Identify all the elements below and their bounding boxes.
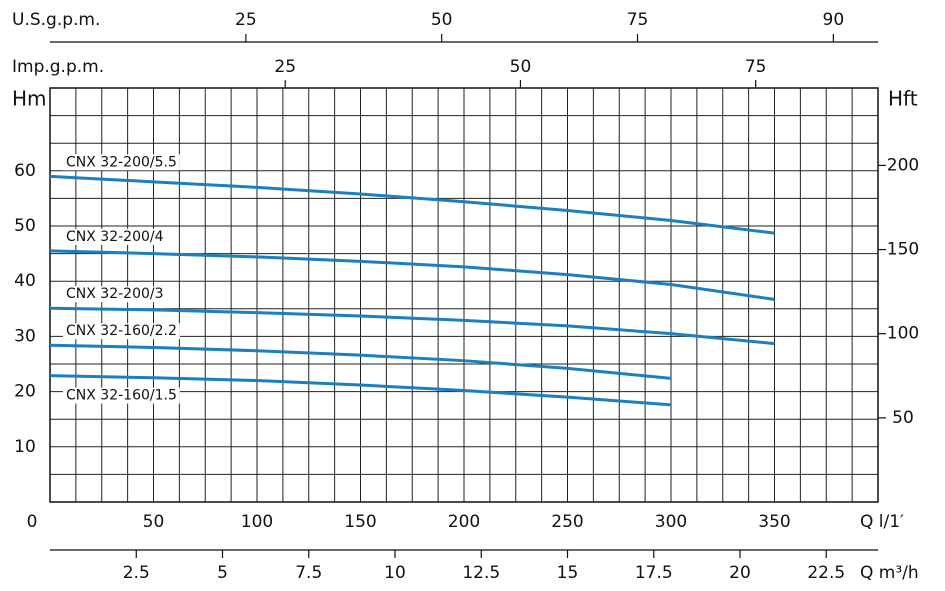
x-tick-label: 0	[27, 512, 38, 532]
series-label-bg	[63, 228, 167, 245]
series-label-bg	[63, 323, 180, 340]
series-label-bg	[63, 286, 167, 303]
x2-axis-label: Q m³/h	[860, 563, 919, 583]
bottom-tick-label: 17.5	[635, 563, 673, 583]
x-tick-label: 150	[344, 512, 376, 532]
y-tick-label: 50	[14, 216, 36, 236]
y-tick-label: 30	[14, 326, 36, 346]
y-tick-label: 20	[14, 382, 36, 402]
top-tick-label: 25	[274, 57, 296, 77]
series-label: CNX 32-160/1.5	[66, 388, 177, 404]
series-label: CNX 32-160/2.2	[66, 323, 177, 339]
bottom-tick-label: 20	[729, 563, 751, 583]
top-axis-label: U.S.g.p.m.	[12, 10, 100, 30]
y-tick-label: 10	[14, 437, 36, 457]
y2-tick-label: 200	[887, 155, 919, 175]
bottom-tick-label: 5	[217, 563, 228, 583]
x-tick-label: 50	[143, 512, 165, 532]
bottom-tick-label: 2.5	[123, 563, 150, 583]
top-axis-label: Imp.g.p.m.	[12, 57, 104, 77]
curve	[49, 343, 672, 380]
x-tick-label: 300	[655, 512, 687, 532]
series-label: CNX 32-200/3	[66, 286, 164, 302]
x-tick-label: 250	[551, 512, 583, 532]
top-tick-label: 25	[235, 10, 257, 30]
x-axis-label: Q l/1′	[860, 512, 904, 532]
y2-tick-label: 150	[887, 240, 919, 260]
y2-tick-label: 100	[887, 324, 919, 344]
y2-axis-label: Hft	[888, 87, 918, 111]
bottom-tick-label: 15	[557, 563, 579, 583]
x-tick-label: 350	[758, 512, 790, 532]
x-tick-label: 100	[241, 512, 273, 532]
bottom-tick-label: 10	[384, 563, 406, 583]
series-label-bg	[63, 387, 180, 404]
bottom-tick-label: 7.5	[295, 563, 322, 583]
series-label: CNX 32-200/5.5	[66, 154, 177, 170]
y-tick-label: 60	[14, 161, 36, 181]
top-tick-label: 75	[745, 57, 767, 77]
top-tick-label: 75	[627, 10, 649, 30]
x-tick-label: 200	[448, 512, 480, 532]
curve	[49, 306, 775, 346]
y2-tick-label: 50	[892, 408, 914, 428]
curve	[49, 249, 775, 301]
series-label-bg	[63, 154, 180, 171]
series-label: CNX 32-200/4	[66, 229, 164, 245]
top-tick-label: 90	[823, 10, 845, 30]
y-tick-label: 40	[14, 271, 36, 291]
top-tick-label: 50	[431, 10, 453, 30]
y-axis-label: Hm	[12, 87, 47, 111]
bottom-tick-label: 12.5	[462, 563, 500, 583]
bottom-tick-label: 22.5	[807, 563, 845, 583]
curve	[49, 174, 775, 235]
top-tick-label: 50	[510, 57, 532, 77]
curve	[49, 374, 672, 407]
